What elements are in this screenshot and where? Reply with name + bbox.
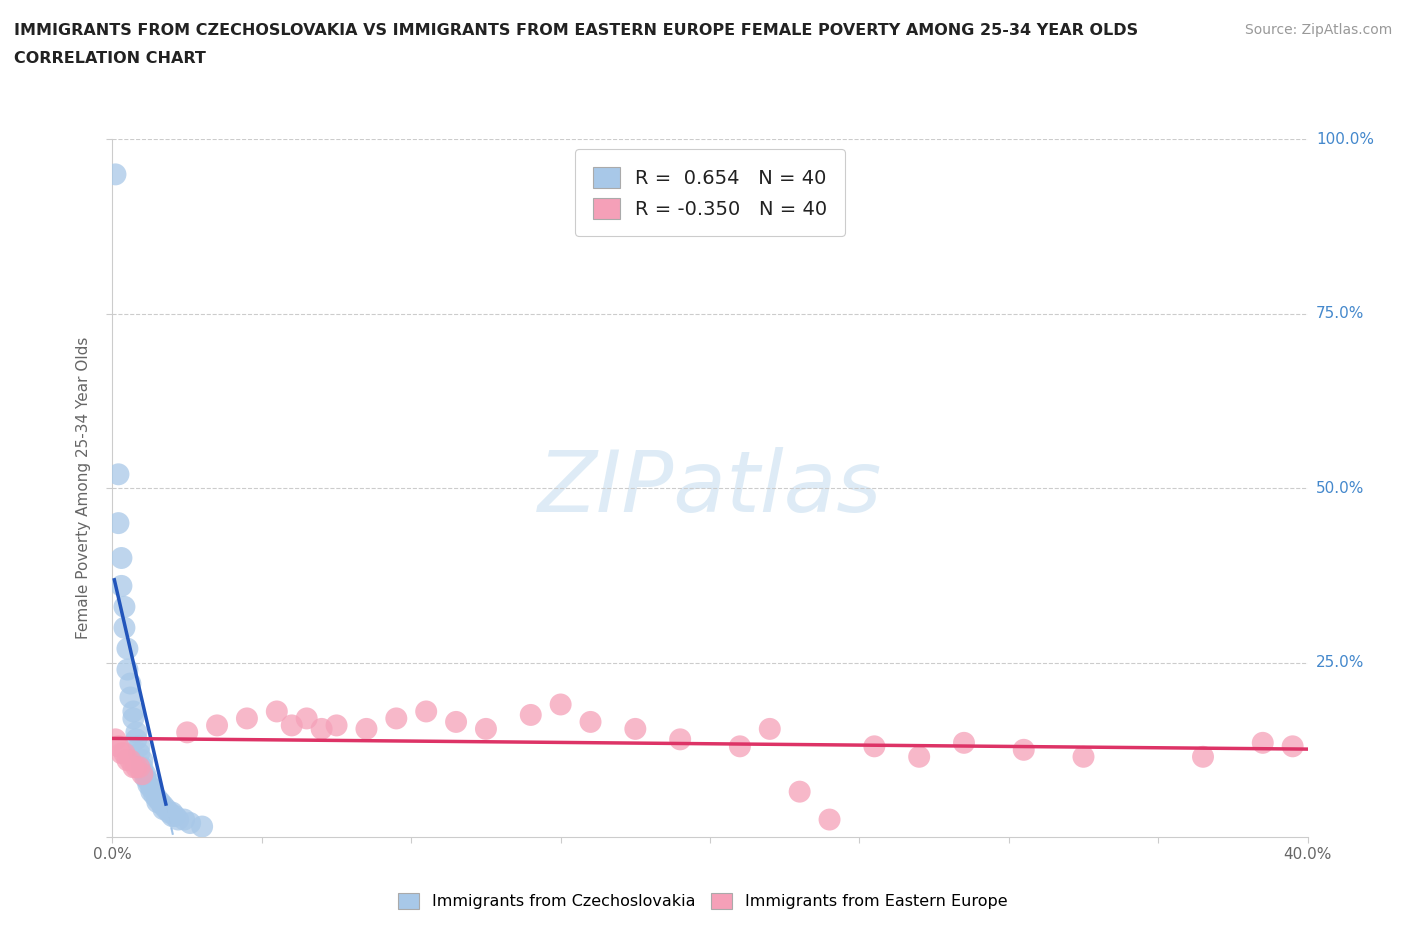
Point xyxy=(125,725,148,740)
Point xyxy=(117,642,139,657)
Text: 75.0%: 75.0% xyxy=(1316,306,1364,322)
Point xyxy=(114,746,135,761)
Point xyxy=(475,722,498,737)
Point xyxy=(114,620,135,635)
Point xyxy=(908,750,931,764)
Point xyxy=(125,732,148,747)
Point xyxy=(266,704,288,719)
Point xyxy=(110,578,132,593)
Point xyxy=(295,711,318,725)
Point xyxy=(1251,736,1274,751)
Point xyxy=(120,753,142,768)
Point xyxy=(176,725,198,740)
Point xyxy=(134,766,156,781)
Point xyxy=(173,812,195,827)
Text: 50.0%: 50.0% xyxy=(1316,481,1364,496)
Point xyxy=(131,760,153,775)
Point xyxy=(128,746,150,761)
Point xyxy=(311,722,333,737)
Point xyxy=(520,708,543,723)
Point xyxy=(117,753,139,768)
Point xyxy=(131,753,153,768)
Point xyxy=(179,816,201,830)
Point xyxy=(157,805,180,820)
Point xyxy=(146,791,169,806)
Point xyxy=(107,467,129,482)
Point xyxy=(120,690,142,705)
Point xyxy=(138,777,160,792)
Point xyxy=(107,738,129,753)
Point xyxy=(624,722,647,737)
Point xyxy=(863,738,886,753)
Point xyxy=(152,802,174,817)
Point xyxy=(205,718,228,733)
Point xyxy=(107,515,129,530)
Point xyxy=(114,600,135,615)
Point xyxy=(117,662,139,677)
Point xyxy=(1192,750,1215,764)
Point xyxy=(165,809,187,824)
Point xyxy=(953,736,976,751)
Point xyxy=(1073,750,1095,764)
Point xyxy=(128,760,150,775)
Point xyxy=(356,722,378,737)
Point xyxy=(162,805,183,820)
Point xyxy=(236,711,259,725)
Text: ZIPatlas: ZIPatlas xyxy=(538,446,882,530)
Point xyxy=(141,784,163,799)
Legend: Immigrants from Czechoslovakia, Immigrants from Eastern Europe: Immigrants from Czechoslovakia, Immigran… xyxy=(391,884,1015,917)
Point xyxy=(789,784,811,799)
Point xyxy=(104,732,127,747)
Point xyxy=(122,704,145,719)
Point xyxy=(134,770,156,785)
Point xyxy=(120,676,142,691)
Point xyxy=(141,781,163,796)
Point xyxy=(818,812,841,827)
Legend: R =  0.654   N = 40, R = -0.350   N = 40: R = 0.654 N = 40, R = -0.350 N = 40 xyxy=(575,149,845,236)
Point xyxy=(131,766,153,781)
Point xyxy=(104,167,127,182)
Point xyxy=(122,711,145,725)
Point xyxy=(579,714,602,729)
Point xyxy=(110,551,132,565)
Point xyxy=(152,798,174,813)
Point xyxy=(281,718,304,733)
Point xyxy=(325,718,347,733)
Point xyxy=(155,802,177,817)
Point xyxy=(444,714,467,729)
Text: 100.0%: 100.0% xyxy=(1316,132,1374,147)
Point xyxy=(191,819,214,834)
Text: Source: ZipAtlas.com: Source: ZipAtlas.com xyxy=(1244,23,1392,37)
Point xyxy=(550,698,572,712)
Point xyxy=(128,738,150,753)
Point xyxy=(162,809,183,824)
Text: IMMIGRANTS FROM CZECHOSLOVAKIA VS IMMIGRANTS FROM EASTERN EUROPE FEMALE POVERTY : IMMIGRANTS FROM CZECHOSLOVAKIA VS IMMIGR… xyxy=(14,23,1139,38)
Point xyxy=(110,746,132,761)
Point xyxy=(385,711,408,725)
Point xyxy=(143,788,166,803)
Point xyxy=(728,738,751,753)
Point xyxy=(759,722,782,737)
Text: 25.0%: 25.0% xyxy=(1316,655,1364,671)
Point xyxy=(146,794,169,809)
Point xyxy=(122,760,145,775)
Point xyxy=(167,812,190,827)
Point xyxy=(1012,742,1035,757)
Point xyxy=(415,704,437,719)
Text: CORRELATION CHART: CORRELATION CHART xyxy=(14,51,205,66)
Y-axis label: Female Poverty Among 25-34 Year Olds: Female Poverty Among 25-34 Year Olds xyxy=(76,337,91,640)
Point xyxy=(149,794,172,809)
Point xyxy=(1281,738,1303,753)
Point xyxy=(669,732,692,747)
Point xyxy=(138,774,160,789)
Point xyxy=(125,760,148,775)
